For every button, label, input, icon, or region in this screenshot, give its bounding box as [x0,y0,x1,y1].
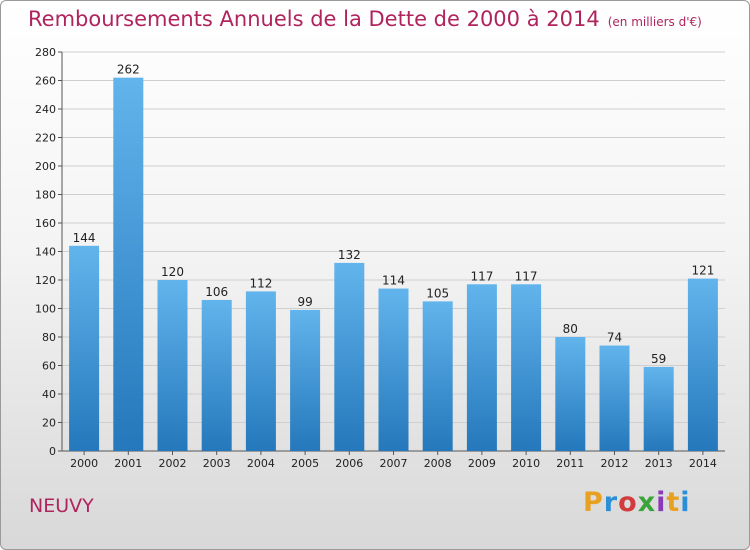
value-label: 105 [426,286,449,300]
value-label: 120 [161,265,184,279]
bar-2004 [245,291,276,451]
value-label: 106 [205,285,228,299]
logo-letter: i [656,487,667,518]
value-label: 74 [607,331,622,345]
y-tick-label: 80 [42,331,56,344]
x-tick-label: 2001 [114,457,142,470]
x-tick-label: 2008 [424,457,452,470]
bars [69,77,718,452]
bar-2002 [157,280,188,451]
bar-2014 [687,278,718,451]
x-tick-label: 2007 [380,457,408,470]
x-tick-label: 2011 [556,457,584,470]
place-name: NEUVY [29,495,94,517]
x-tick-label: 2010 [512,457,540,470]
value-label: 117 [515,269,538,283]
x-tick-label: 2000 [70,457,98,470]
x-tick-label: 2004 [247,457,275,470]
value-label: 262 [117,63,140,77]
y-tick-label: 0 [49,445,56,458]
y-tick-label: 240 [35,103,56,116]
bar-2011 [555,337,586,451]
x-tick-label: 2005 [291,457,319,470]
bar-2010 [511,284,542,451]
x-tick-label: 2002 [159,457,187,470]
y-tick-label: 260 [35,75,56,88]
title-unit: (en milliers d'€) [607,15,702,29]
logo-letter: o [618,487,638,518]
value-label: 99 [297,295,312,309]
y-tick-label: 100 [35,303,56,316]
proxiti-logo[interactable]: Proxiti [583,487,691,518]
value-label: 80 [563,322,578,336]
bar-2005 [290,309,321,451]
y-tick-label: 160 [35,217,56,230]
logo-letter: x [637,487,657,518]
x-tick-label: 2006 [335,457,363,470]
y-tick-label: 200 [35,160,56,173]
y-tick-label: 140 [35,246,56,259]
value-label: 112 [249,276,272,290]
bar-2003 [201,299,232,451]
logo-letter: P [583,487,604,518]
x-tick-label: 2013 [645,457,673,470]
logo-letter: i [680,487,691,518]
title-text: Remboursements Annuels de la Dette de 20… [28,7,600,31]
bar-2009 [466,284,497,451]
logo-letter: t [666,487,681,518]
y-tick-label: 40 [42,388,56,401]
value-label: 114 [382,274,405,288]
y-tick-label: 120 [35,274,56,287]
value-label: 117 [470,269,493,283]
bar-2013 [643,366,674,451]
y-tick-label: 220 [35,132,56,145]
y-tick-label: 180 [35,189,56,202]
x-tick-label: 2014 [689,457,717,470]
value-label: 121 [691,264,714,278]
labels: 0 20 40 60 80 100 120 140 160 180 200 220 240 260 280 2… [35,46,717,470]
value-label: 144 [73,231,96,245]
bar-2006 [334,262,365,451]
bar-2008 [422,301,453,451]
bar-2001 [113,77,144,452]
y-tick-label: 20 [42,417,56,430]
bar-2000 [69,245,100,451]
value-label: 59 [651,352,666,366]
x-tick-label: 2003 [203,457,231,470]
y-tick-label: 60 [42,360,56,373]
x-tick-label: 2012 [601,457,629,470]
value-label: 132 [338,248,361,262]
chart-title: Remboursements Annuels de la Dette de 20… [28,7,702,31]
y-tick-label: 280 [35,46,56,59]
bar-2012 [599,345,630,451]
bar-2007 [378,288,409,451]
logo-letter: r [603,487,619,518]
x-tick-label: 2009 [468,457,496,470]
